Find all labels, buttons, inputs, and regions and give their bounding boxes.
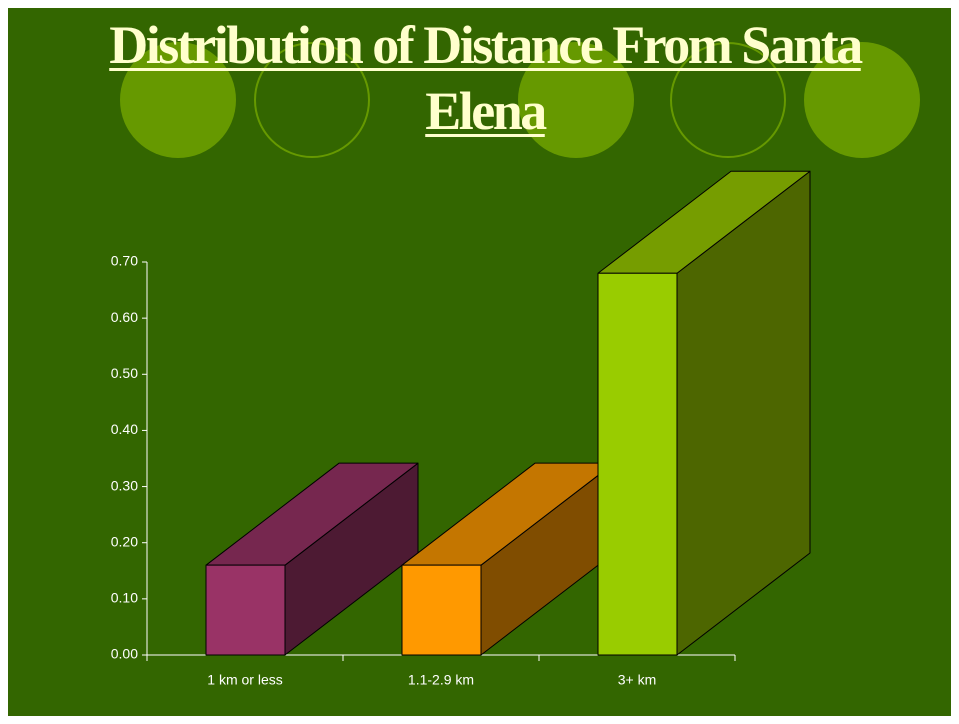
bar	[401, 564, 482, 656]
decor-circle	[254, 42, 370, 158]
bar	[205, 564, 286, 656]
y-tick-label: 0.40	[111, 421, 138, 437]
y-tick-label: 0.60	[111, 309, 138, 325]
x-tick-label: 1.1-2.9 km	[408, 672, 474, 688]
x-tick-label: 3+ km	[618, 672, 657, 688]
y-tick-label: 0.70	[111, 253, 138, 269]
decor-circle	[120, 42, 236, 158]
decor-circle	[804, 42, 920, 158]
chart-title: Distribution of Distance From Santa Elen…	[109, 15, 863, 141]
y-tick-label: 0.50	[111, 365, 138, 381]
x-tick-label: 1 km or less	[207, 672, 282, 688]
y-tick-label: 0.00	[111, 646, 138, 662]
y-tick-label: 0.10	[111, 590, 138, 606]
y-tick-label: 0.20	[111, 533, 138, 549]
decor-circle	[518, 42, 634, 158]
bar	[597, 272, 678, 656]
y-tick-label: 0.30	[111, 477, 138, 493]
decor-circle	[670, 42, 786, 158]
